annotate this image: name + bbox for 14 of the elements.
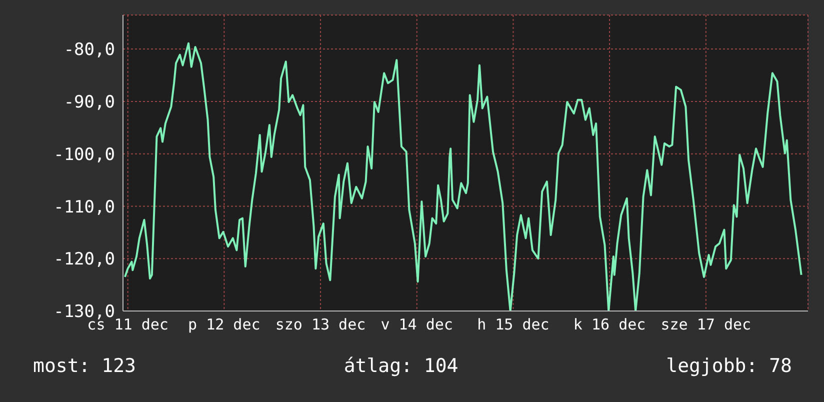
x-tick-label: v 14 dec bbox=[380, 316, 453, 334]
y-tick-label: -80,0 bbox=[64, 40, 115, 60]
text: most: 123 bbox=[33, 355, 136, 377]
text: legjobb: 78 bbox=[666, 355, 792, 377]
x-tick-label: sze 17 dec bbox=[660, 316, 752, 334]
x-tick-label: h 15 dec bbox=[477, 316, 550, 334]
y-tick-label: -120,0 bbox=[54, 250, 115, 270]
y-tick-label: -100,0 bbox=[54, 144, 115, 165]
x-tick-label: p 12 dec bbox=[188, 316, 260, 334]
x-tick-label: szo 13 dec bbox=[275, 316, 366, 334]
y-tick-label: -110,0 bbox=[54, 197, 115, 218]
text: átlag: 104 bbox=[344, 355, 458, 377]
y-tick-label: -90,0 bbox=[64, 92, 115, 112]
x-tick-label: k 16 dec bbox=[573, 316, 646, 334]
